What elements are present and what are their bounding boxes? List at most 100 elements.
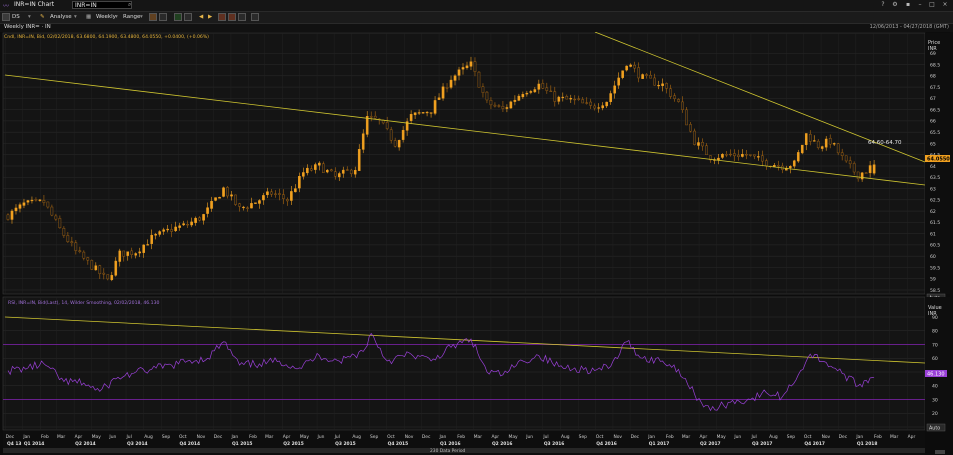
close-icon[interactable]: × [942,1,948,8]
candle-body [741,153,744,157]
candle-body [318,162,321,166]
analyse-chevron-icon[interactable]: ▾ [74,14,77,20]
minimize-icon[interactable]: – [918,1,922,8]
pin-icon[interactable]: ▪ [905,1,911,8]
rsi-tick-label: 70 [932,342,938,348]
tab-title[interactable]: INR=IN Chart [14,1,55,8]
chart-app-icon: 〰 [3,3,10,10]
candle-body [661,83,664,86]
candle-body [30,199,34,202]
month-tick-label: Jun [733,434,741,440]
candle-body [597,107,601,109]
price-plot-area[interactable] [2,32,926,295]
candle-body [266,191,269,196]
candle-body [493,104,497,107]
month-tick-label: Jul [750,434,756,440]
calendar-icon[interactable]: ▦ [86,14,92,20]
rsi-trendline[interactable] [4,316,926,364]
month-tick-label: Feb [249,434,257,440]
month-tick-label: Jul [542,434,548,440]
candle-body [836,143,840,154]
candle-body [501,106,505,109]
candle-body [22,202,26,206]
grid-icon[interactable] [174,13,182,21]
chart-type-icon[interactable] [149,13,157,21]
candle-body [513,99,517,102]
x-axis-labels: Dec Jan Feb Mar Apr May Jun Jul Aug Sep Oct Nov Dec J… [6,434,916,447]
quarter-tick-label: Q3 2017 [752,441,773,447]
candle-body [497,105,501,107]
draw-line-icon[interactable] [159,13,167,21]
month-tick-label: Jan [855,434,863,440]
rewind-icon[interactable]: ◀ [199,14,204,20]
layout-icon[interactable] [2,13,10,21]
analyse-button[interactable]: Analyse [50,14,72,20]
price-upper-trendline[interactable] [594,32,926,163]
month-tick-label: Oct [179,434,187,440]
candle-body [709,155,712,161]
candle-body [777,165,780,167]
candle-body [333,171,337,177]
candle-body [385,122,389,129]
candle-body [102,272,106,275]
candle-body [549,90,553,92]
candle-body [868,165,872,174]
interval-chevron-icon[interactable]: ▾ [115,14,118,20]
price-tick-label: 62 [930,209,936,215]
last-price-marker [925,155,950,162]
candle-body [697,142,700,146]
rsi-plot-area[interactable] [2,296,926,431]
candle-body [202,214,205,221]
settings-icon[interactable]: ⚙ [892,1,898,8]
month-tick-label: Apr [700,434,708,440]
candle-body [477,71,481,88]
rsi-tick-label: 60 [932,356,938,362]
rsi-auto-button[interactable] [926,423,946,432]
chevron-down-icon[interactable]: ▾ [28,14,31,20]
layout-dropdown[interactable]: DS [12,14,20,20]
candle-body [765,160,768,167]
month-tick-label: Dec [6,434,15,440]
candle-body [505,107,509,109]
crosshair-icon[interactable] [184,13,192,21]
candle-body [681,101,684,110]
interval-dropdown[interactable]: Weekly [96,14,116,20]
price-tick-label: 66 [930,119,936,125]
month-tick-label: May [92,434,101,440]
play-icon[interactable]: ▶ [208,14,213,20]
export-icon[interactable] [251,13,259,21]
help-icon[interactable]: ? [881,1,885,8]
candle-body [705,145,708,156]
month-tick-label: Jan [230,434,238,440]
candle-body [441,86,445,99]
month-tick-label: Sep [579,434,587,440]
zoom-out-icon[interactable] [228,13,236,21]
analyse-icon[interactable]: ✎ [40,14,45,20]
candle-body [353,170,357,175]
candle-body [645,74,648,76]
price-lower-trendline[interactable] [4,74,926,186]
candle-body [537,83,541,90]
candle-body [449,79,453,88]
chart-title: Weekly INR= · IN [4,24,51,30]
maximize-icon[interactable]: □ [929,1,935,8]
price-axis: Price INR 6968.56867.56766.56665.56564.5… [925,33,950,294]
candle-body [397,140,401,148]
chart-canvas[interactable]: Cndl, INR=IN, Bid, 02/02/2018, 63.6800, … [0,32,953,455]
quarter-tick-label: Q2 2015 [283,441,304,447]
zoom-in-icon[interactable] [218,13,226,21]
candle-body [753,154,756,157]
print-icon[interactable] [238,13,246,21]
candle-body [601,105,604,109]
candle-body [86,257,90,261]
range-chevron-icon[interactable]: ▾ [140,14,143,20]
search-icon[interactable]: ⌕ [128,1,132,8]
ric-input[interactable]: INR=IN [72,1,132,9]
month-tick-label: Sep [370,434,378,440]
scroll-handle[interactable] [935,450,945,454]
quarter-tick-label: Q2 2017 [700,441,721,447]
range-dropdown[interactable]: Range [123,14,141,20]
candle-body [166,228,169,231]
horizontal-scrollbar[interactable] [3,448,925,453]
candle-body [717,157,720,161]
